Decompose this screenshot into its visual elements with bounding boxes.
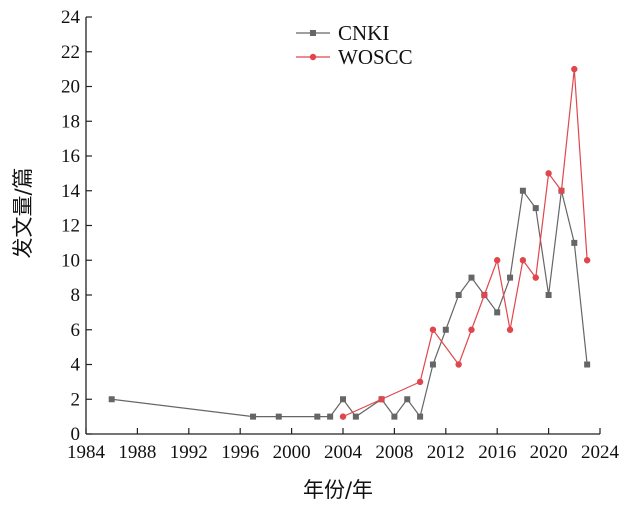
legend-item-cnki: CNKI [296, 21, 389, 45]
data-point [507, 274, 514, 281]
data-point [378, 396, 385, 403]
data-point [442, 326, 449, 333]
x-tick-label: 2000 [273, 442, 311, 463]
y-tick-label: 16 [61, 146, 80, 167]
y-tick-label: 0 [71, 424, 81, 445]
data-point [481, 291, 488, 299]
series-layer [108, 65, 591, 420]
data-point [352, 413, 359, 420]
series-cnki [108, 187, 591, 420]
y-tick-label: 14 [61, 181, 81, 202]
y-tick-label: 8 [71, 285, 81, 306]
data-point [391, 413, 398, 420]
data-point [494, 257, 501, 264]
legend-label: WOSCC [338, 45, 413, 69]
data-point [583, 257, 591, 264]
data-point [571, 239, 578, 246]
data-point [519, 257, 527, 264]
data-point [314, 413, 321, 420]
data-point [532, 274, 539, 281]
data-point [455, 361, 462, 368]
y-axis-title: 发文量/篇 [11, 167, 35, 258]
data-point [494, 309, 501, 316]
data-point [416, 378, 424, 386]
x-tick-label: 2008 [375, 442, 413, 463]
legend-marker [309, 53, 317, 61]
data-point [558, 187, 565, 194]
y-tick-label: 20 [61, 77, 80, 98]
x-tick-label: 1988 [118, 442, 156, 463]
x-tick-label: 1996 [221, 442, 259, 463]
x-tick-label: 2020 [530, 442, 568, 463]
data-point [404, 396, 411, 403]
data-point [327, 413, 334, 420]
x-tick-label: 1984 [67, 442, 106, 463]
legend-item-woscc: WOSCC [296, 45, 413, 69]
x-tick-label: 2004 [324, 442, 363, 463]
series-woscc [339, 65, 591, 420]
data-point [545, 292, 552, 298]
y-tick-label: 22 [61, 42, 80, 63]
data-point [429, 361, 436, 368]
data-point [417, 413, 424, 420]
data-point [275, 413, 282, 420]
data-point [545, 170, 552, 177]
legend-label: CNKI [338, 21, 389, 45]
data-point [455, 292, 462, 298]
x-axis-title: 年份/年 [303, 478, 373, 502]
y-tick-label: 12 [61, 216, 80, 237]
x-tick-label: 2024 [581, 442, 620, 463]
legend-marker [310, 30, 316, 36]
y-tick-label: 2 [71, 389, 81, 410]
data-point [532, 205, 539, 212]
data-point [468, 274, 475, 281]
data-point [468, 326, 475, 333]
data-point [429, 326, 437, 333]
y-tick-label: 18 [61, 111, 80, 132]
data-point [519, 187, 526, 194]
y-tick-label: 10 [61, 250, 80, 271]
series-line [111, 189, 588, 419]
data-point [584, 361, 591, 368]
x-tick-label: 2016 [478, 442, 516, 463]
data-point [571, 65, 578, 73]
y-tick-label: 4 [71, 355, 81, 376]
data-point [250, 413, 257, 420]
data-point [340, 396, 346, 403]
x-tick-label: 1992 [170, 442, 208, 463]
data-point [339, 413, 347, 420]
y-tick-label: 24 [61, 7, 81, 28]
y-tick-label: 6 [71, 320, 81, 341]
data-point [506, 326, 514, 333]
series-line [342, 69, 588, 418]
x-tick-label: 2012 [427, 442, 465, 463]
data-point [108, 396, 115, 403]
